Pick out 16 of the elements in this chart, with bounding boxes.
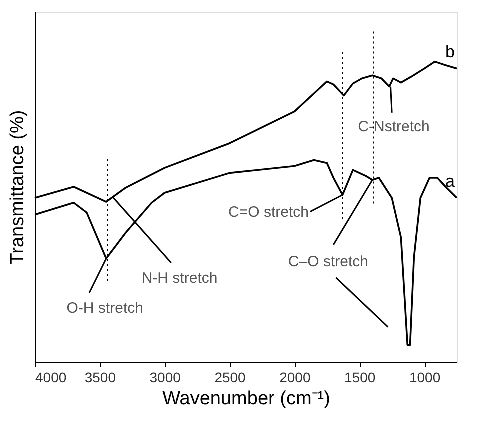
annotation: C-Nstretch [358, 118, 430, 136]
x-tick-label: 2000 [280, 370, 311, 386]
annotation: N-H stretch [142, 270, 218, 287]
x-tick-label: 1500 [344, 370, 376, 386]
x-tick-label: 3000 [150, 370, 182, 386]
annotation: C=O stretch [228, 204, 309, 221]
x-tick-label: 1000 [409, 370, 441, 386]
series-label: a [446, 172, 456, 192]
x-tick-label: 3500 [84, 370, 116, 386]
x-axis-title: Wavenumber (cm⁻¹) [162, 388, 330, 410]
series-label: b [446, 42, 455, 62]
x-tick-label: 4000 [36, 370, 67, 386]
annotation: O-H stretch [66, 300, 144, 317]
x-tick-label: 2500 [214, 370, 246, 386]
y-axis-title: Transmittance (%) [8, 110, 28, 265]
annotation: C–O stretch [288, 254, 368, 271]
